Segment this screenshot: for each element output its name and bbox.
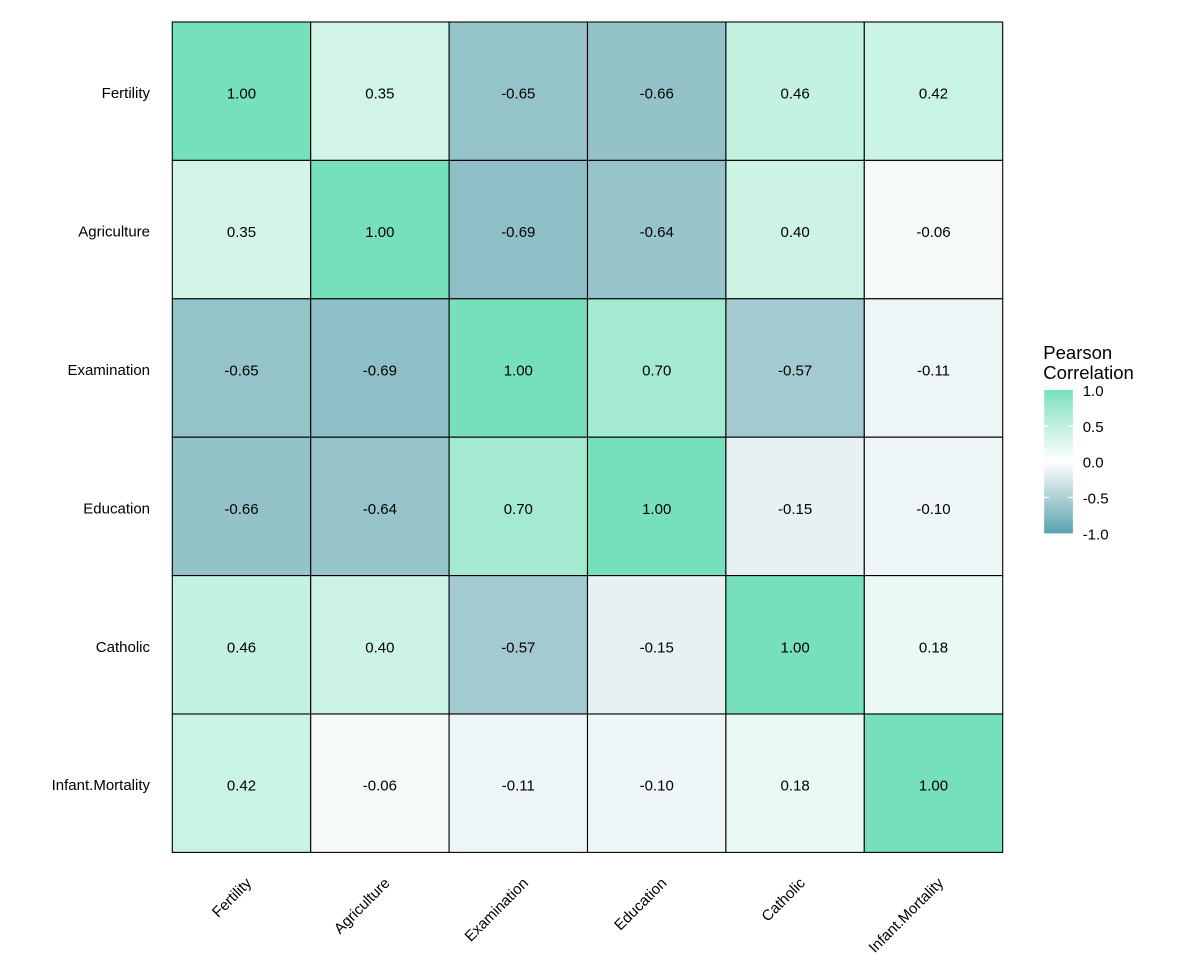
svg-text:-0.11: -0.11 [502, 778, 535, 795]
svg-text:-0.64: -0.64 [363, 501, 397, 518]
svg-text:-0.65: -0.65 [224, 363, 258, 380]
svg-text:-0.57: -0.57 [778, 363, 812, 380]
svg-text:-0.10: -0.10 [640, 778, 674, 795]
svg-text:0.46: 0.46 [780, 86, 809, 103]
svg-text:0.35: 0.35 [365, 86, 394, 103]
svg-text:1.00: 1.00 [504, 363, 533, 380]
svg-text:-0.06: -0.06 [916, 224, 950, 241]
svg-text:-0.11: -0.11 [917, 363, 950, 380]
svg-text:-0.64: -0.64 [640, 224, 674, 241]
svg-text:Infant.Mortality: Infant.Mortality [52, 777, 151, 794]
svg-text:-0.65: -0.65 [501, 86, 535, 103]
svg-text:0.18: 0.18 [919, 639, 948, 656]
svg-text:1.00: 1.00 [919, 778, 948, 795]
svg-text:Pearson: Pearson [1043, 342, 1112, 363]
svg-text:0.42: 0.42 [227, 778, 256, 795]
svg-text:-0.66: -0.66 [640, 86, 674, 103]
svg-text:-0.15: -0.15 [778, 501, 812, 518]
svg-text:0.35: 0.35 [227, 224, 256, 241]
svg-text:-0.10: -0.10 [916, 501, 950, 518]
svg-text:-0.69: -0.69 [363, 363, 397, 380]
svg-text:1.0: 1.0 [1083, 383, 1104, 400]
svg-text:-0.69: -0.69 [501, 224, 535, 241]
svg-text:-0.06: -0.06 [363, 778, 397, 795]
svg-text:0.70: 0.70 [642, 363, 671, 380]
svg-text:0.0: 0.0 [1083, 455, 1104, 472]
svg-text:1.00: 1.00 [642, 501, 671, 518]
svg-text:0.70: 0.70 [504, 501, 533, 518]
svg-text:-0.66: -0.66 [224, 501, 258, 518]
svg-text:Fertility: Fertility [102, 85, 151, 102]
svg-text:0.18: 0.18 [780, 778, 809, 795]
svg-text:0.5: 0.5 [1083, 419, 1104, 436]
svg-text:1.00: 1.00 [227, 86, 256, 103]
svg-text:-0.15: -0.15 [640, 639, 674, 656]
svg-text:-0.57: -0.57 [501, 639, 535, 656]
svg-text:0.40: 0.40 [780, 224, 809, 241]
svg-text:1.00: 1.00 [780, 639, 809, 656]
svg-text:Catholic: Catholic [96, 639, 151, 656]
svg-text:1.00: 1.00 [365, 224, 394, 241]
svg-text:0.42: 0.42 [919, 86, 948, 103]
svg-text:Examination: Examination [67, 362, 150, 379]
svg-text:0.46: 0.46 [227, 639, 256, 656]
svg-text:Agriculture: Agriculture [78, 224, 150, 241]
svg-text:-1.0: -1.0 [1083, 526, 1109, 543]
svg-text:Correlation: Correlation [1043, 362, 1134, 383]
svg-text:-0.5: -0.5 [1083, 491, 1109, 508]
svg-text:0.40: 0.40 [365, 639, 394, 656]
svg-text:Education: Education [83, 500, 150, 517]
